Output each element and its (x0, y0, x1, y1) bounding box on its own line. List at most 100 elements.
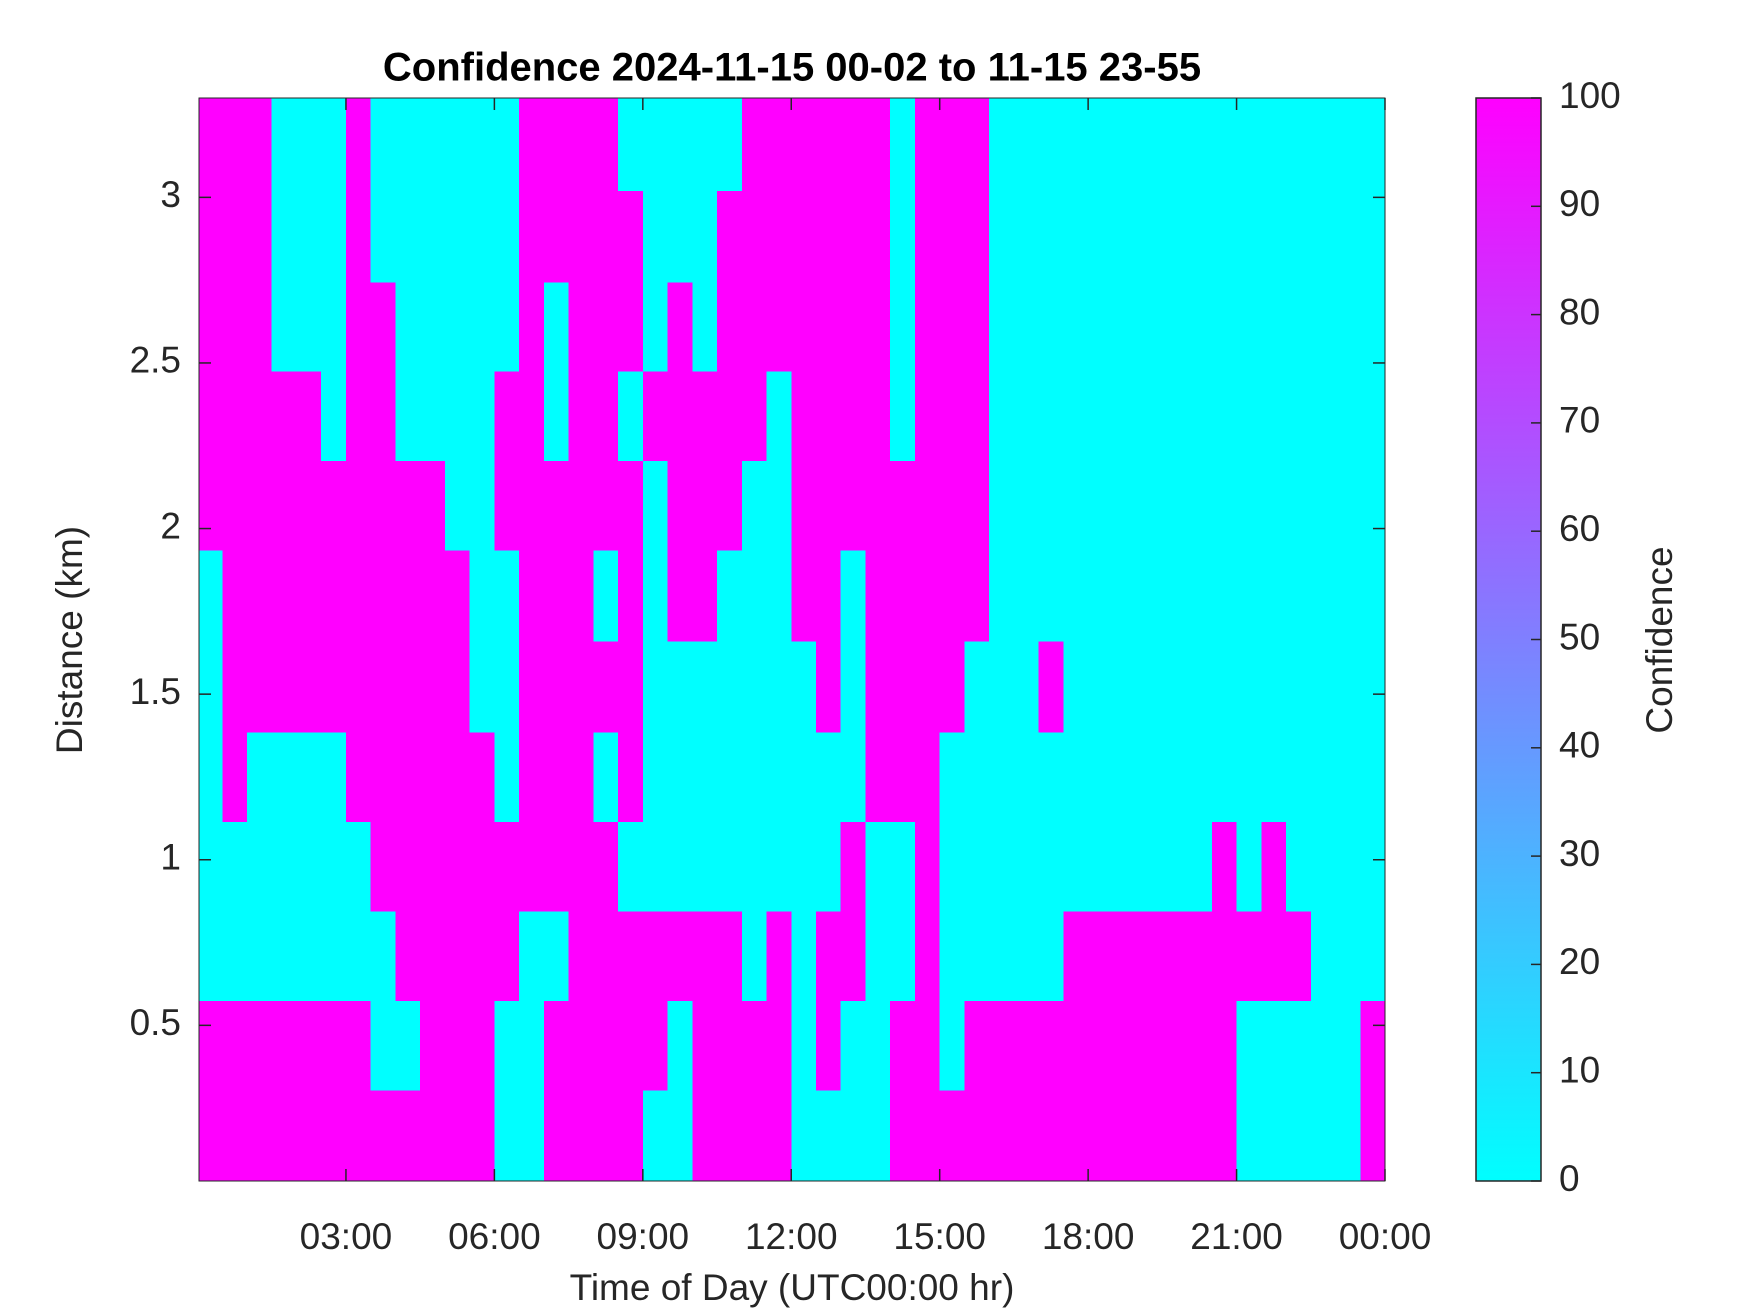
heatmap-cell (1335, 550, 1361, 642)
heatmap-cell (1088, 1089, 1114, 1182)
heatmap-cell (345, 821, 372, 912)
heatmap-cell (989, 371, 1015, 462)
heatmap-cell (469, 641, 495, 733)
heatmap-cell (296, 1000, 322, 1091)
heatmap-cell (741, 1000, 768, 1091)
heatmap-cell (1088, 460, 1114, 551)
colorbar-label: Confidence (1639, 546, 1680, 733)
heatmap-cell (1360, 911, 1386, 1001)
heatmap-cell (1236, 732, 1262, 823)
heatmap-cell (444, 911, 471, 1001)
heatmap-cell (1310, 1000, 1337, 1091)
heatmap-cell (791, 550, 817, 642)
heatmap-cell (766, 550, 792, 642)
heatmap-cell (296, 1089, 322, 1182)
heatmap-cell (1162, 98, 1188, 192)
heatmap-cell (1335, 371, 1361, 462)
heatmap-cell (865, 190, 891, 283)
heatmap-cell (1063, 371, 1089, 462)
colorbar-tick-label: 0 (1559, 1158, 1580, 1199)
heatmap-cell (444, 281, 471, 372)
heatmap-cell (766, 732, 792, 823)
heatmap-cell (1112, 1089, 1139, 1182)
heatmap-cell (1261, 460, 1287, 551)
heatmap-cell (692, 460, 718, 551)
heatmap-cell (890, 732, 916, 823)
heatmap-cell (840, 98, 866, 192)
heatmap-cell (469, 281, 495, 372)
colorbar-tick-label: 10 (1559, 1049, 1600, 1090)
heatmap-cell (370, 371, 396, 462)
heatmap-cell (667, 732, 693, 823)
heatmap-cell (667, 821, 693, 912)
heatmap-cell (766, 641, 792, 733)
heatmap-cell (642, 550, 669, 642)
heatmap-cell (543, 911, 570, 1001)
heatmap-cell (791, 732, 817, 823)
heatmap-cell (568, 911, 594, 1001)
heatmap-cell (1162, 911, 1188, 1001)
heatmap-cell (321, 641, 347, 733)
heatmap-cell (494, 460, 520, 551)
heatmap-cell (222, 732, 248, 823)
heatmap-cell (1162, 550, 1188, 642)
heatmap-cell (1038, 641, 1064, 733)
heatmap-cell (1013, 550, 1040, 642)
heatmap-cell (1162, 641, 1188, 733)
heatmap-cell (1162, 460, 1188, 551)
heatmap-cell (345, 190, 372, 283)
heatmap-cell (593, 911, 619, 1001)
heatmap-cell (815, 190, 842, 283)
heatmap-cell (271, 371, 297, 462)
heatmap-cell (370, 460, 396, 551)
heatmap-cell (890, 1000, 916, 1091)
heatmap-cell (246, 98, 273, 192)
heatmap-cell (642, 1089, 669, 1182)
heatmap-cell (469, 98, 495, 192)
heatmap-cell (1063, 821, 1089, 912)
heatmap-cell (815, 732, 842, 823)
heatmap-cell (222, 550, 248, 642)
heatmap-cell (321, 550, 347, 642)
heatmap-cell (667, 1000, 693, 1091)
heatmap-cell (494, 371, 520, 462)
colorbar (1475, 97, 1542, 1182)
heatmap-cell (1211, 732, 1238, 823)
heatmap-cell (222, 641, 248, 733)
heatmap-cell (939, 821, 965, 912)
heatmap-cell (1360, 641, 1386, 733)
heatmap-cell (199, 911, 223, 1001)
heatmap-cell (444, 821, 471, 912)
heatmap-cell (199, 98, 223, 192)
heatmap-cell (568, 550, 594, 642)
heatmap-cell (964, 281, 990, 372)
heatmap-cell (667, 641, 693, 733)
x-tick-label: 21:00 (1190, 1216, 1283, 1257)
heatmap-cell (395, 371, 421, 462)
heatmap-cell (1112, 190, 1139, 283)
heatmap-cell (717, 732, 743, 823)
heatmap-cell (642, 190, 669, 283)
heatmap-cell (519, 821, 545, 912)
heatmap-cell (692, 821, 718, 912)
heatmap-cell (321, 821, 347, 912)
heatmap-cell (1335, 821, 1361, 912)
heatmap-cell (222, 190, 248, 283)
heatmap-cell (296, 550, 322, 642)
heatmap-cell (222, 281, 248, 372)
heatmap-cell (296, 281, 322, 372)
heatmap-cell (914, 911, 941, 1001)
x-tick-label: 00:00 (1339, 1216, 1432, 1257)
heatmap-cell (741, 190, 768, 283)
heatmap-cell (1261, 641, 1287, 733)
heatmap-cell (543, 732, 570, 823)
heatmap-cell (815, 1089, 842, 1182)
heatmap-cell (1112, 1000, 1139, 1091)
heatmap-cell (989, 281, 1015, 372)
heatmap-cell (865, 911, 891, 1001)
colorbar-tick-label: 100 (1559, 75, 1621, 116)
heatmap-cell (370, 821, 396, 912)
heatmap-cell (321, 1000, 347, 1091)
x-tick-label: 06:00 (448, 1216, 541, 1257)
heatmap-cell (1038, 550, 1064, 642)
